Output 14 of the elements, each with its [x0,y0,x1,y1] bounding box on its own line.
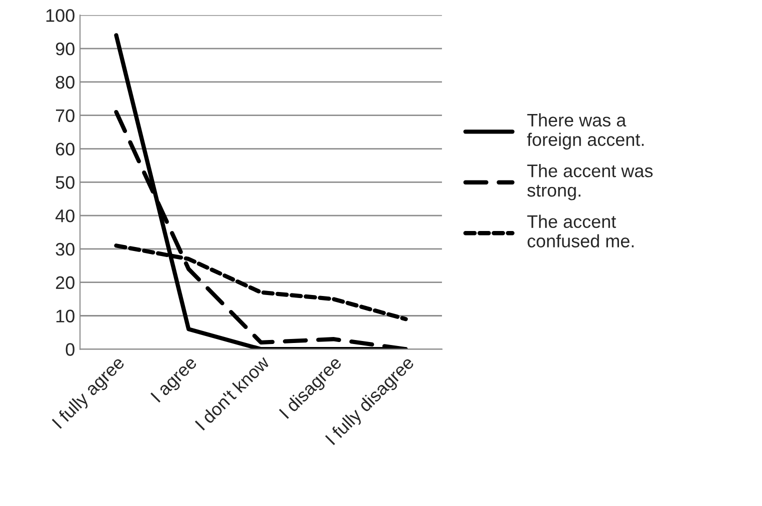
legend-label: The accent confused me. [527,214,634,248]
y-tick-label: 0 [66,343,74,356]
y-tick-label: 90 [56,42,74,56]
y-tick-label: 30 [56,242,74,256]
y-tick-label: 100 [46,9,74,22]
y-tick-label: 40 [55,209,74,222]
legend-label: There was a foreign accent. [527,113,644,150]
y-tick-label: 70 [56,109,74,122]
y-tick-label: 10 [56,310,74,322]
legend-label: The accent was strong. [527,164,653,200]
y-tick-label: 20 [56,276,74,290]
y-tick-label: 60 [56,142,74,156]
y-tick-label: 50 [56,176,74,189]
y-tick-label: 80 [56,76,74,89]
